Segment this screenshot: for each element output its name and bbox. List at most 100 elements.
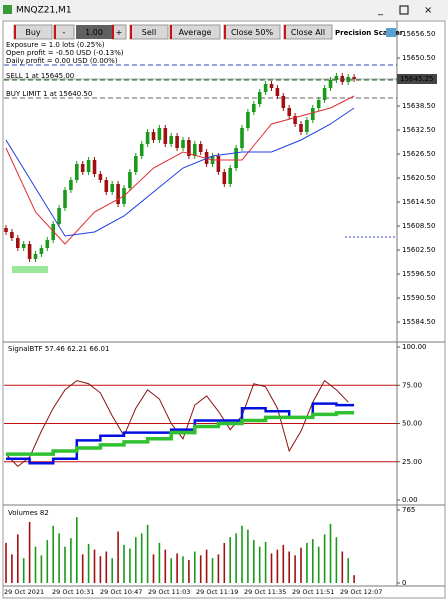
candle [51,224,55,240]
y-tick-label: 15614.50 [402,198,435,206]
volume-bar [217,554,220,583]
volume-bar [306,542,308,583]
y-tick-label: 15656.50 [402,30,435,38]
volume-bar [81,554,84,583]
button-edge [170,25,172,39]
title-bar [0,0,448,20]
moving-average [5,95,355,245]
volume-bar [329,523,332,583]
candle [21,244,26,248]
button-label[interactable]: Average [179,28,212,37]
candle [45,240,50,248]
candle [104,180,109,192]
volume-bar [300,547,302,583]
volume-bar [294,555,296,583]
candle [4,228,8,232]
candle [92,160,97,174]
candle [169,136,173,144]
volume-bar [223,542,226,583]
button-label[interactable]: + [116,28,123,37]
candle [269,84,274,88]
y-tick-label: 15620.50 [402,174,435,182]
volume-bar [117,531,119,583]
button-label[interactable]: Buy [25,28,41,37]
candle [69,180,73,190]
candle [287,108,291,116]
price-box [397,74,437,84]
volume-bar [164,549,167,583]
brand: Precision Scalper [335,29,404,37]
volume-bar [253,540,255,583]
candle [263,84,268,92]
volume-bar [335,537,338,583]
volume-bar [52,525,54,583]
volume-bar [317,546,320,583]
volume-bar [194,551,196,583]
minimize[interactable]: _ [377,5,384,16]
volume-bar [258,546,261,583]
y-tick-label: 15638.50 [402,102,435,110]
button-label[interactable]: Sell [142,28,156,37]
x-tick-label: 29 Oct 12:07 [340,588,382,596]
volume-bar [199,555,202,583]
brand-icon [386,28,396,37]
lots-input[interactable] [76,25,112,39]
button-edge [54,25,56,39]
lots-value[interactable]: 1.00 [85,28,103,37]
candle [116,184,120,204]
volume-bar [205,549,208,583]
volume-bar [17,534,19,583]
candle [334,76,339,80]
volume-bar [28,521,31,583]
candle [257,92,262,104]
candle [98,174,103,180]
y-tick-label: 15596.50 [402,270,435,278]
maximize[interactable] [399,5,409,15]
button-edge [112,25,114,39]
volume-bar [182,556,184,583]
volume-bar [158,542,161,583]
y-tick-label: 15608.50 [402,222,435,230]
volume-bar [111,558,113,583]
candle [234,148,238,168]
candle [240,128,244,148]
volume-bar [58,533,60,583]
button-edge [130,25,132,39]
volume-bar [312,539,314,583]
x-tick-label: 29 Oct 11:19 [196,588,238,596]
x-tick-label: 29 Oct 11:03 [148,588,190,596]
volume-bar [264,541,267,583]
volume-bar [170,558,172,583]
y-tick-label: 0 [402,579,406,587]
close[interactable]: × [424,5,432,16]
volume-bar [288,551,290,583]
volume-bar [70,538,72,583]
y-tick-label: 15602.50 [402,246,435,254]
button-label[interactable]: Close All [291,28,325,37]
volume-bar [40,555,43,583]
candle [175,136,179,148]
candle [246,112,250,128]
candle [33,254,38,259]
volume-bar [105,551,108,583]
candle [193,144,197,156]
volume-bar [99,556,102,583]
volume-bar [276,549,279,583]
candle [163,128,168,144]
indicator-title: SignalBTF 57.46 62.21 66.01 [8,345,109,353]
button-label[interactable]: - [63,28,66,37]
volume-bar [5,542,7,583]
button-edge [14,25,16,39]
y-tick-label: 25.00 [402,458,422,466]
info-line: Daily profit = 0.00 USD (0.00%) [6,57,118,65]
y-tick-label: 15626.50 [402,150,435,158]
button-label[interactable]: Close 50% [231,28,274,37]
volume-bar [211,558,214,583]
volume-bar [247,529,249,583]
volume-bar [22,558,25,583]
moving-average [5,107,355,237]
volume-bar [235,533,237,583]
button-edge [284,25,286,39]
candle [134,156,138,172]
